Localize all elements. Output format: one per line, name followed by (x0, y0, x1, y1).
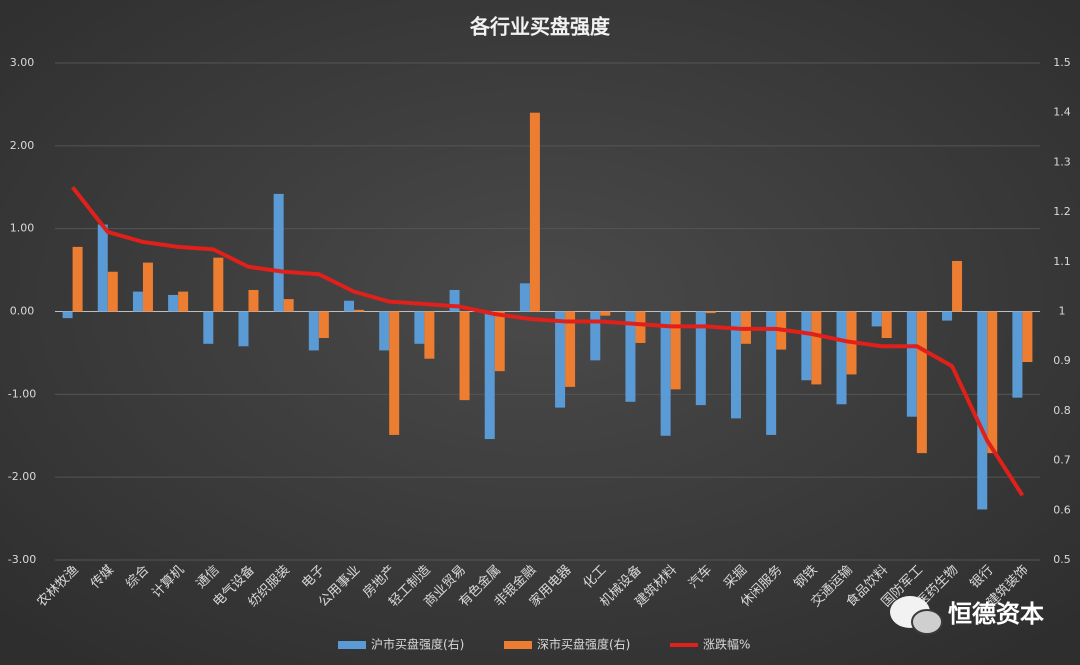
bar (801, 311, 812, 381)
legend-label: 涨跌幅% (703, 637, 750, 652)
bar (871, 311, 882, 327)
bar (273, 193, 284, 312)
bar (318, 311, 329, 339)
bar (529, 112, 540, 312)
y-tick-label: 0.00 (10, 305, 35, 318)
bar (389, 311, 400, 435)
bar (635, 311, 646, 343)
bar (354, 309, 365, 312)
chart-title: 各行业买盘强度 (469, 15, 611, 39)
watermark: 恒德资本 (948, 600, 1044, 628)
bar (730, 311, 741, 419)
bar (600, 311, 611, 316)
bar (97, 224, 108, 312)
bar (107, 271, 118, 312)
bar (836, 311, 847, 405)
bar (705, 311, 716, 314)
watermark-logo (890, 596, 943, 635)
y2-tick-label: 1.5 (1053, 56, 1071, 69)
bar (555, 311, 566, 408)
bar (942, 311, 953, 321)
bar (459, 311, 470, 401)
bar (132, 291, 143, 312)
bar (987, 311, 998, 454)
bar (695, 311, 706, 406)
y2-tick-label: 0.8 (1053, 404, 1071, 417)
y2-tick-label: 1 (1059, 305, 1066, 318)
bar (977, 311, 988, 510)
bar (881, 311, 892, 339)
y2-tick-label: 1.4 (1053, 106, 1071, 119)
y2-tick-label: 0.7 (1053, 454, 1071, 467)
bar (178, 291, 189, 312)
bar (248, 289, 259, 312)
bar (142, 262, 153, 312)
y2-tick-label: 1.2 (1053, 205, 1071, 218)
y2-tick-label: 0.9 (1053, 354, 1071, 367)
bar (344, 300, 355, 312)
bar (565, 311, 576, 387)
bar (379, 311, 390, 351)
legend-label: 沪市买盘强度(右) (371, 637, 464, 652)
bar (766, 311, 777, 435)
bar (308, 311, 319, 351)
legend-swatch (504, 641, 532, 649)
bar (811, 311, 822, 385)
bar (952, 260, 963, 312)
bar (670, 311, 681, 390)
bar (168, 294, 179, 312)
bar (494, 311, 505, 372)
legend-label: 深市买盘强度(右) (537, 637, 630, 652)
y-tick-label: 2.00 (10, 139, 35, 152)
bar (1012, 311, 1023, 398)
bar (916, 311, 927, 454)
bar (283, 299, 294, 312)
bar (72, 246, 83, 312)
bar (449, 289, 460, 312)
line (71, 186, 1025, 497)
bar (625, 311, 636, 402)
bar (906, 311, 917, 417)
y2-tick-label: 1.3 (1053, 155, 1071, 168)
y2-tick-label: 1.1 (1053, 255, 1071, 268)
bar (213, 257, 224, 312)
y2-tick-label: 0.5 (1053, 553, 1071, 566)
y2-tick-label: 0.6 (1053, 503, 1071, 516)
legend-swatch (338, 641, 366, 649)
y-tick-label: 3.00 (10, 56, 35, 69)
y-tick-label: -1.00 (8, 387, 36, 400)
bar (660, 311, 671, 436)
bar (238, 311, 249, 347)
bar (62, 311, 73, 319)
bar (203, 311, 214, 344)
y-tick-label: -3.00 (8, 553, 36, 566)
bar (519, 283, 530, 312)
bar (414, 311, 425, 344)
y-tick-label: 1.00 (10, 222, 35, 235)
bar (590, 311, 601, 361)
bar (1022, 311, 1033, 363)
bar (484, 311, 495, 440)
y-tick-label: -2.00 (8, 470, 36, 483)
bar (424, 311, 435, 359)
